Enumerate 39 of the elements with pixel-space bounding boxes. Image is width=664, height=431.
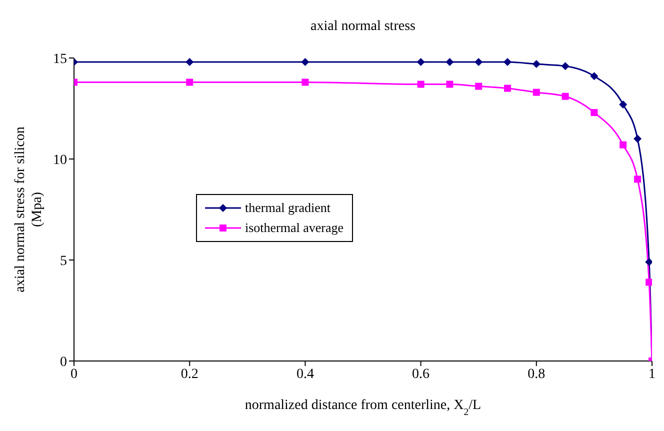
y-tick-label: 0 — [60, 354, 67, 370]
point — [475, 82, 482, 90]
legend-label: thermal gradient — [245, 200, 331, 216]
point — [504, 58, 512, 66]
point — [532, 60, 540, 68]
legend-label: isothermal average — [245, 220, 344, 236]
point — [186, 58, 194, 66]
chart-title: axial normal stress — [310, 19, 416, 34]
point — [301, 58, 310, 66]
x-tick-label: 1 — [648, 366, 656, 382]
x-tick-label: 0 — [70, 366, 78, 382]
y-tick-label: 5 — [60, 254, 67, 269]
y-axis-title: axial normal stress for silicon (Mpa) — [13, 126, 45, 292]
y-tick-label: 15 — [53, 52, 67, 67]
point — [561, 62, 570, 70]
point — [186, 78, 194, 86]
point — [590, 72, 598, 80]
point — [634, 176, 642, 183]
point — [620, 141, 627, 148]
point — [504, 84, 511, 92]
x-tick-label: 0.4 — [296, 366, 314, 382]
x-tick-label: 0.6 — [412, 366, 430, 382]
point — [302, 78, 309, 86]
point — [446, 58, 454, 66]
point — [645, 258, 652, 266]
point — [562, 92, 569, 100]
point — [417, 80, 424, 88]
y-tick-label: 10 — [53, 152, 67, 168]
point — [590, 109, 598, 116]
point — [532, 88, 540, 96]
point — [634, 134, 642, 143]
x-tick-label: 0.2 — [180, 366, 198, 382]
point — [416, 58, 425, 66]
point — [619, 100, 628, 108]
x-tick-label: 0.8 — [528, 366, 546, 382]
point — [646, 278, 652, 286]
point — [474, 58, 483, 66]
point — [446, 80, 454, 88]
x-axis-title: normalized distance from centerline, X$_{2}$/L — [244, 398, 482, 418]
